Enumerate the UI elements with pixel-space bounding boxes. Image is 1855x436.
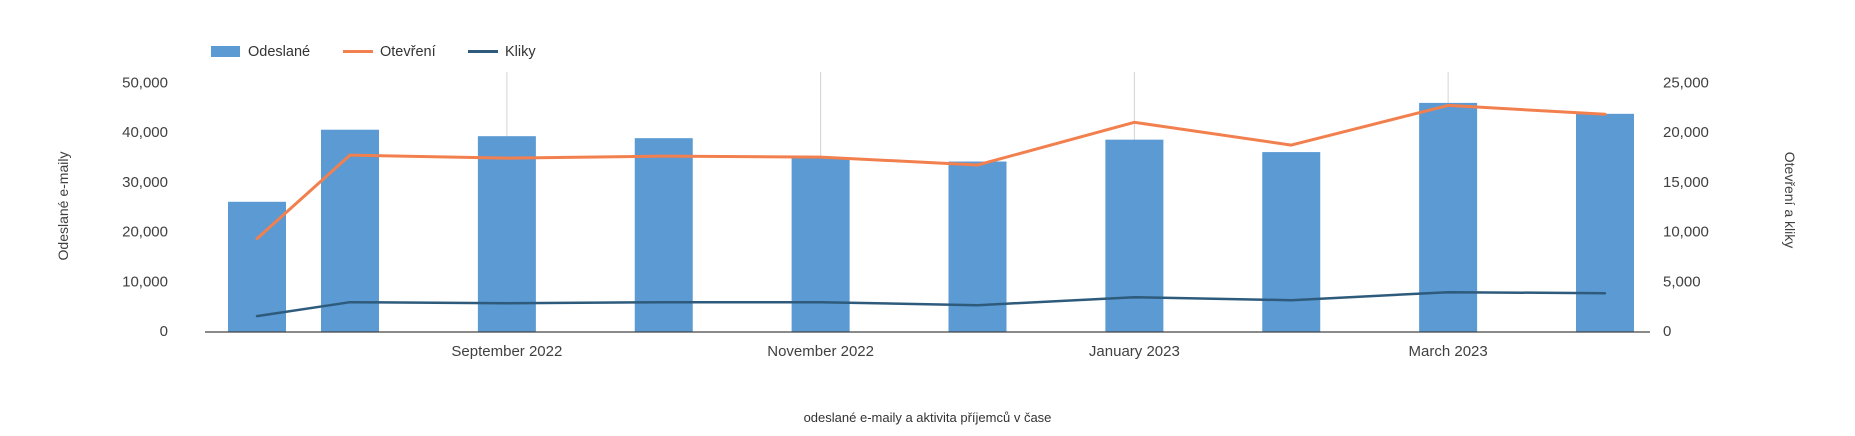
line-otevreni: [255, 103, 1607, 241]
legend-bar-swatch: [211, 46, 240, 57]
right-axis-title: Otevření a kliky: [1782, 151, 1798, 249]
legend-item-label: Kliky: [505, 44, 536, 60]
right-axis-tick-label: 0: [1663, 323, 1671, 340]
bar-odeslane[interactable]: [1419, 102, 1478, 333]
left-axis-tick-label: 0: [160, 323, 168, 340]
right-axis-tick-label: 10,000: [1663, 224, 1709, 241]
right-axis-tick-label: 15,000: [1663, 174, 1709, 191]
x-axis-tick-label: September 2022: [451, 343, 562, 360]
right-axis-tick-label: 20,000: [1663, 124, 1709, 141]
chart-caption: odeslané e-maily a aktivita příjemců v č…: [803, 410, 1052, 425]
x-axis-tick-label: March 2023: [1409, 343, 1488, 360]
x-axis-tick-label: January 2023: [1089, 343, 1180, 360]
left-axis-tick-label: 50,000: [122, 74, 168, 91]
left-axis-tick-label: 40,000: [122, 124, 168, 141]
right-axis-tick-label: 25,000: [1663, 74, 1709, 91]
right-axis-tick-label: 5,000: [1663, 273, 1701, 290]
left-axis-tick-label: 20,000: [122, 224, 168, 241]
legend-item-oteven[interactable]: Otevření: [343, 44, 436, 60]
bar-odeslane[interactable]: [477, 136, 536, 332]
bar-odeslane[interactable]: [1576, 113, 1634, 332]
legend-item-odeslan[interactable]: Odeslané: [211, 44, 310, 60]
legend-item-label: Otevření: [380, 44, 436, 60]
bar-odeslane[interactable]: [321, 129, 379, 332]
bar-odeslane[interactable]: [791, 157, 850, 332]
left-axis-tick-label: 10,000: [122, 273, 168, 290]
bar-odeslane[interactable]: [228, 201, 286, 332]
left-axis-tick-label: 30,000: [122, 174, 168, 191]
left-axis-title: Odeslané e-maily: [55, 151, 71, 261]
x-axis-tick-label: November 2022: [767, 343, 874, 360]
bar-odeslane[interactable]: [1105, 139, 1164, 332]
line-kliky: [255, 290, 1607, 318]
legend-item-label: Odeslané: [248, 44, 310, 60]
bar-odeslane[interactable]: [634, 138, 693, 332]
bar-odeslane[interactable]: [1262, 152, 1321, 332]
legend-item-kliky[interactable]: Kliky: [468, 44, 536, 60]
